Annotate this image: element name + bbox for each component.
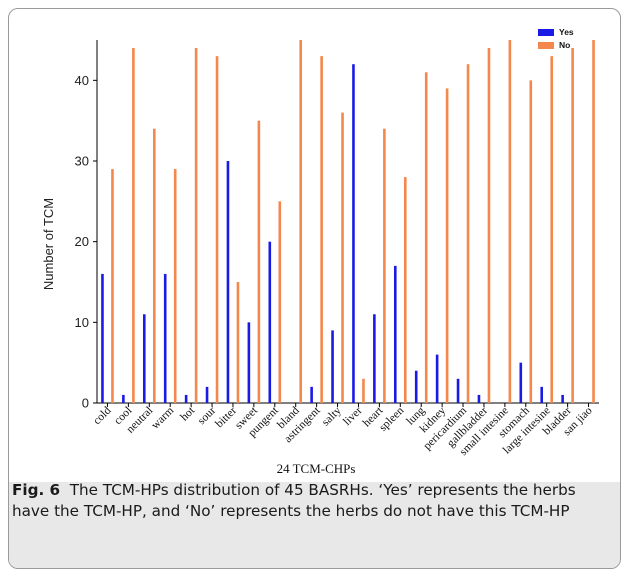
bar-yes-0 (101, 273, 104, 403)
bar-no-2 (152, 128, 156, 403)
bar-yes-5 (205, 386, 209, 403)
caption-band (9, 482, 620, 568)
x-tick-label: cold (91, 404, 114, 427)
x-tick-label: hot (178, 404, 197, 423)
bar-yes-8 (268, 241, 272, 403)
bar-yes-22 (561, 394, 564, 403)
legend-swatch-yes (538, 29, 554, 36)
figure-caption: Fig. 6 The TCM-HPs distribution of 45 BA… (12, 480, 602, 522)
bar-yes-7 (247, 322, 251, 403)
x-axis-title: 24 TCM-CHPs (277, 461, 356, 476)
bar-no-1 (132, 48, 135, 404)
bar-no-13 (383, 128, 386, 403)
bar-no-11 (341, 112, 344, 403)
x-tick-label: salty (320, 404, 344, 428)
bar-yes-6 (226, 161, 230, 403)
bar-yes-16 (435, 354, 439, 403)
legend-swatch-no (538, 42, 554, 49)
bar-yes-4 (184, 394, 188, 403)
bar-no-16 (445, 88, 449, 404)
bar-yes-1 (122, 394, 125, 403)
bar-yes-14 (393, 265, 397, 403)
y-tick-label: 0 (82, 396, 89, 411)
bar-no-17 (466, 64, 470, 403)
legend-label-no: No (559, 40, 570, 50)
bar-no-4 (194, 48, 198, 404)
figure-card (8, 8, 621, 569)
bar-no-20 (529, 80, 533, 403)
y-tick-label: 20 (75, 234, 89, 249)
bar-yes-13 (373, 314, 376, 403)
bar-no-23 (592, 40, 595, 403)
x-tick-label: liver (341, 405, 365, 429)
bar-yes-11 (331, 330, 334, 403)
x-tick-label: spleen (377, 404, 406, 433)
bar-no-14 (403, 177, 407, 403)
bar-no-7 (257, 120, 261, 404)
bar-yes-12 (352, 64, 355, 403)
bar-no-18 (487, 48, 491, 404)
axes (96, 40, 599, 404)
bar-yes-10 (310, 386, 313, 403)
y-axis-title: Number of TCM (41, 198, 56, 290)
legend: Yes No (538, 27, 574, 50)
bar-no-5 (215, 56, 219, 404)
y-tick-label: 40 (75, 73, 89, 88)
bar-no-19 (508, 40, 512, 403)
bar-no-6 (236, 282, 240, 403)
bar-no-0 (111, 169, 114, 403)
bars (101, 40, 595, 404)
y-tick-label: 30 (75, 154, 89, 169)
bar-no-12 (362, 378, 365, 403)
bar-no-15 (424, 72, 428, 404)
bar-no-21 (550, 56, 554, 404)
x-tick-label: warm (149, 405, 176, 432)
bar-yes-15 (414, 370, 418, 403)
y-tick-label: 10 (75, 315, 89, 330)
caption-text: The TCM-HPs distribution of 45 BASRHs. ‘… (12, 481, 576, 520)
bar-no-22 (571, 48, 574, 404)
figure-label: Fig. 6 (12, 481, 61, 499)
bar-yes-21 (540, 386, 544, 403)
legend-label-yes: Yes (559, 27, 574, 37)
bar-no-3 (173, 169, 177, 403)
bar-no-8 (278, 201, 282, 403)
bar-yes-18 (477, 394, 481, 403)
bar-yes-20 (519, 362, 523, 403)
bar-no-9 (299, 40, 303, 403)
bar-no-10 (320, 56, 323, 404)
bar-yes-3 (163, 273, 167, 403)
bar-yes-17 (456, 378, 460, 403)
bar-yes-2 (142, 314, 146, 403)
